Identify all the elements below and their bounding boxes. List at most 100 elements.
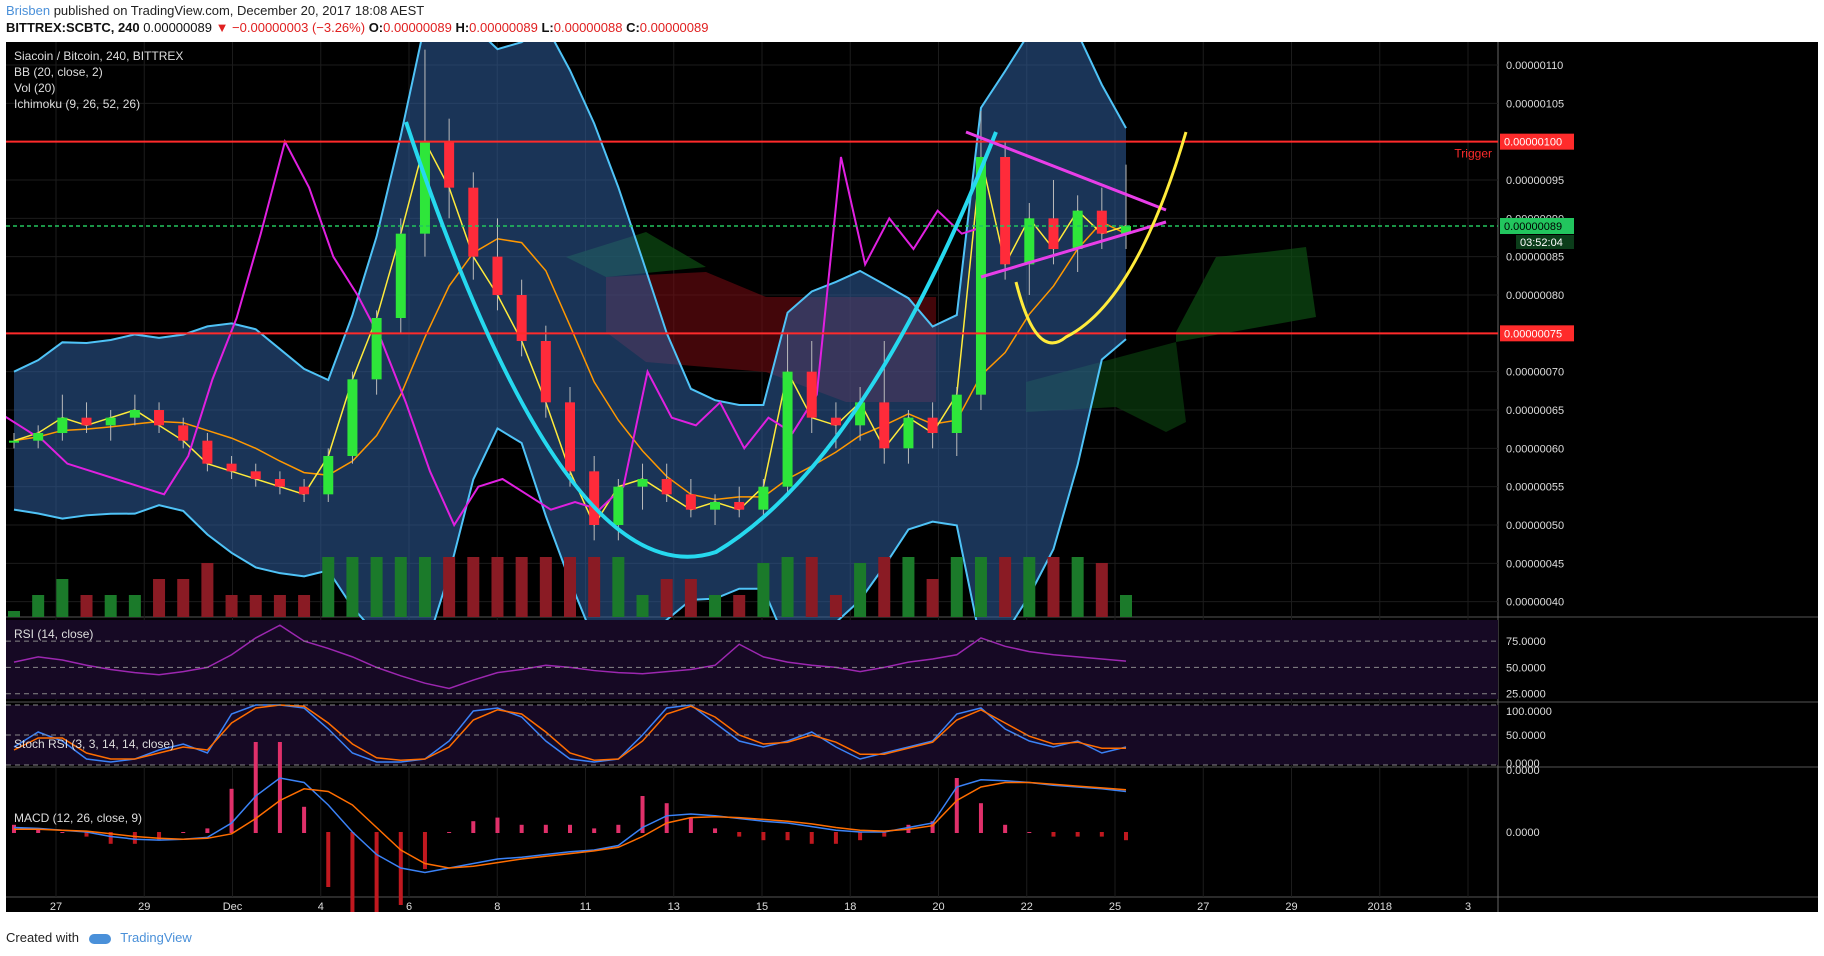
high-value: 0.00000089 [469, 20, 538, 35]
close-value: 0.00000089 [639, 20, 709, 35]
macd-histogram-bar [882, 832, 887, 837]
candle-body [806, 371, 817, 418]
handle-curve [1014, 131, 1188, 345]
ichimoku-base-line [13, 221, 1127, 501]
price-change: ▼ −0.00000003 (−3.26%) [215, 20, 366, 35]
volume-bar [153, 579, 166, 617]
pennant-upper [965, 130, 1167, 212]
macd-histogram-bar [132, 832, 137, 844]
candle-body [57, 417, 68, 433]
date-tick-label: 2018 [1368, 901, 1392, 912]
rsi-pane[interactable]: 75.0000 50.0000 25.0000 [6, 620, 1546, 701]
macd-histogram-bar [785, 832, 790, 841]
candle-body [1096, 210, 1107, 234]
tradingview-cloud-icon [88, 933, 111, 944]
candle-body [299, 486, 310, 495]
candle-body [540, 341, 551, 403]
volume-bar [418, 557, 431, 617]
oscillator-background [6, 620, 1498, 699]
ichimoku-cloud-future [1176, 247, 1316, 342]
candle-body [371, 318, 382, 380]
price-tick-label: 0.00000105 [1506, 98, 1564, 110]
candle-body [9, 440, 19, 443]
stoch-rsi-pane[interactable]: 100.0000 50.0000 0.0000 [6, 704, 1552, 770]
volume-bar [902, 557, 915, 617]
volume-bar [878, 557, 891, 617]
volume-bar [829, 595, 842, 617]
oscillator-tick-label: 100.0000 [1506, 706, 1552, 718]
price-pane[interactable] [6, 42, 1316, 655]
macd-histogram-bar [326, 832, 331, 887]
candle-body [903, 417, 914, 449]
oscillator-tick-label: 50.0000 [1506, 662, 1546, 674]
volume-bar [684, 579, 697, 617]
macd-histogram-bar [447, 832, 452, 833]
volume-bar [781, 557, 794, 617]
candle-body [710, 502, 721, 510]
candle-body [782, 371, 793, 487]
date-tick-label: 11 [580, 901, 591, 912]
oscillator-line [13, 624, 1127, 690]
volume-bar [225, 595, 238, 617]
stoch-label: Stoch RSI (3, 3, 14, 14, close) [14, 737, 174, 751]
candle-body [347, 379, 358, 456]
volume-bar [491, 557, 504, 617]
drawings[interactable]: 0.00000100 Trigger 0.00000075 0.00000089 03:… [6, 121, 1574, 559]
candle-body [81, 417, 92, 426]
volume-bar [346, 557, 359, 617]
candle-body [637, 479, 648, 487]
symbol-label: BITTREX:SCBTC, 240 [6, 20, 140, 35]
date-tick-label: 8 [494, 901, 500, 912]
macd-histogram-bar [978, 803, 983, 833]
volume-bar [32, 595, 45, 617]
candle-body [927, 417, 938, 433]
macd-tick-label: 0.0000 [1506, 765, 1540, 777]
volume-bar [273, 595, 286, 617]
oscillator-line [13, 704, 1127, 763]
candle-body [444, 141, 455, 188]
candle-body [516, 295, 527, 341]
candle-body [1000, 157, 1011, 265]
legend-vol: Vol (20) [14, 81, 55, 95]
volume-bar [322, 557, 335, 617]
macd-histogram-bar [253, 742, 258, 833]
macd-histogram-bar [422, 832, 427, 869]
trigger-label: Trigger [1454, 147, 1492, 161]
volume-bar [950, 557, 963, 617]
price-tag-label: 0.00000089 [1504, 221, 1562, 233]
volume-bar [757, 563, 770, 617]
tradingview-link[interactable]: TradingView [120, 930, 192, 945]
macd-pane[interactable]: 0.00000.0000 [12, 742, 1540, 912]
macd-histogram-bar [519, 824, 524, 833]
price-tick-label: 0.00000045 [1506, 558, 1564, 570]
bollinger-fill [14, 42, 1126, 654]
volume-bar [467, 557, 480, 617]
countdown-box [1516, 235, 1574, 249]
volume-bar [177, 579, 190, 617]
low-value: 0.00000088 [553, 20, 623, 35]
price-tick-label: 0.00000110 [1506, 60, 1563, 72]
volume-bar [1071, 557, 1084, 617]
price-tag [1500, 218, 1574, 234]
legend-ichimoku: Ichimoku (9, 26, 52, 26) [14, 97, 140, 111]
date-tick-label: 4 [318, 901, 324, 912]
volume-bar [612, 557, 625, 617]
price-tick-label: 0.00000070 [1506, 367, 1564, 379]
candle-body [830, 417, 841, 426]
price-tag [1500, 325, 1574, 342]
cup-curve [404, 121, 998, 559]
date-tick-label: Dec [223, 901, 243, 912]
date-tick-label: 13 [668, 901, 680, 912]
author-link[interactable]: Brisben [6, 3, 51, 18]
macd-histogram-bar [930, 821, 935, 833]
price-tag-label: 0.00000100 [1504, 137, 1562, 149]
macd-histogram-bar [277, 742, 282, 833]
volume-bar [298, 595, 311, 617]
symbol-line: BITTREX:SCBTC, 240 0.00000089 ▼ −0.00000… [6, 20, 708, 35]
candle-body [1024, 218, 1035, 265]
pennant-lower [980, 220, 1167, 279]
oscillator-line [13, 704, 1126, 761]
volume-bar [8, 611, 20, 617]
macd-histogram-bar [568, 824, 572, 833]
